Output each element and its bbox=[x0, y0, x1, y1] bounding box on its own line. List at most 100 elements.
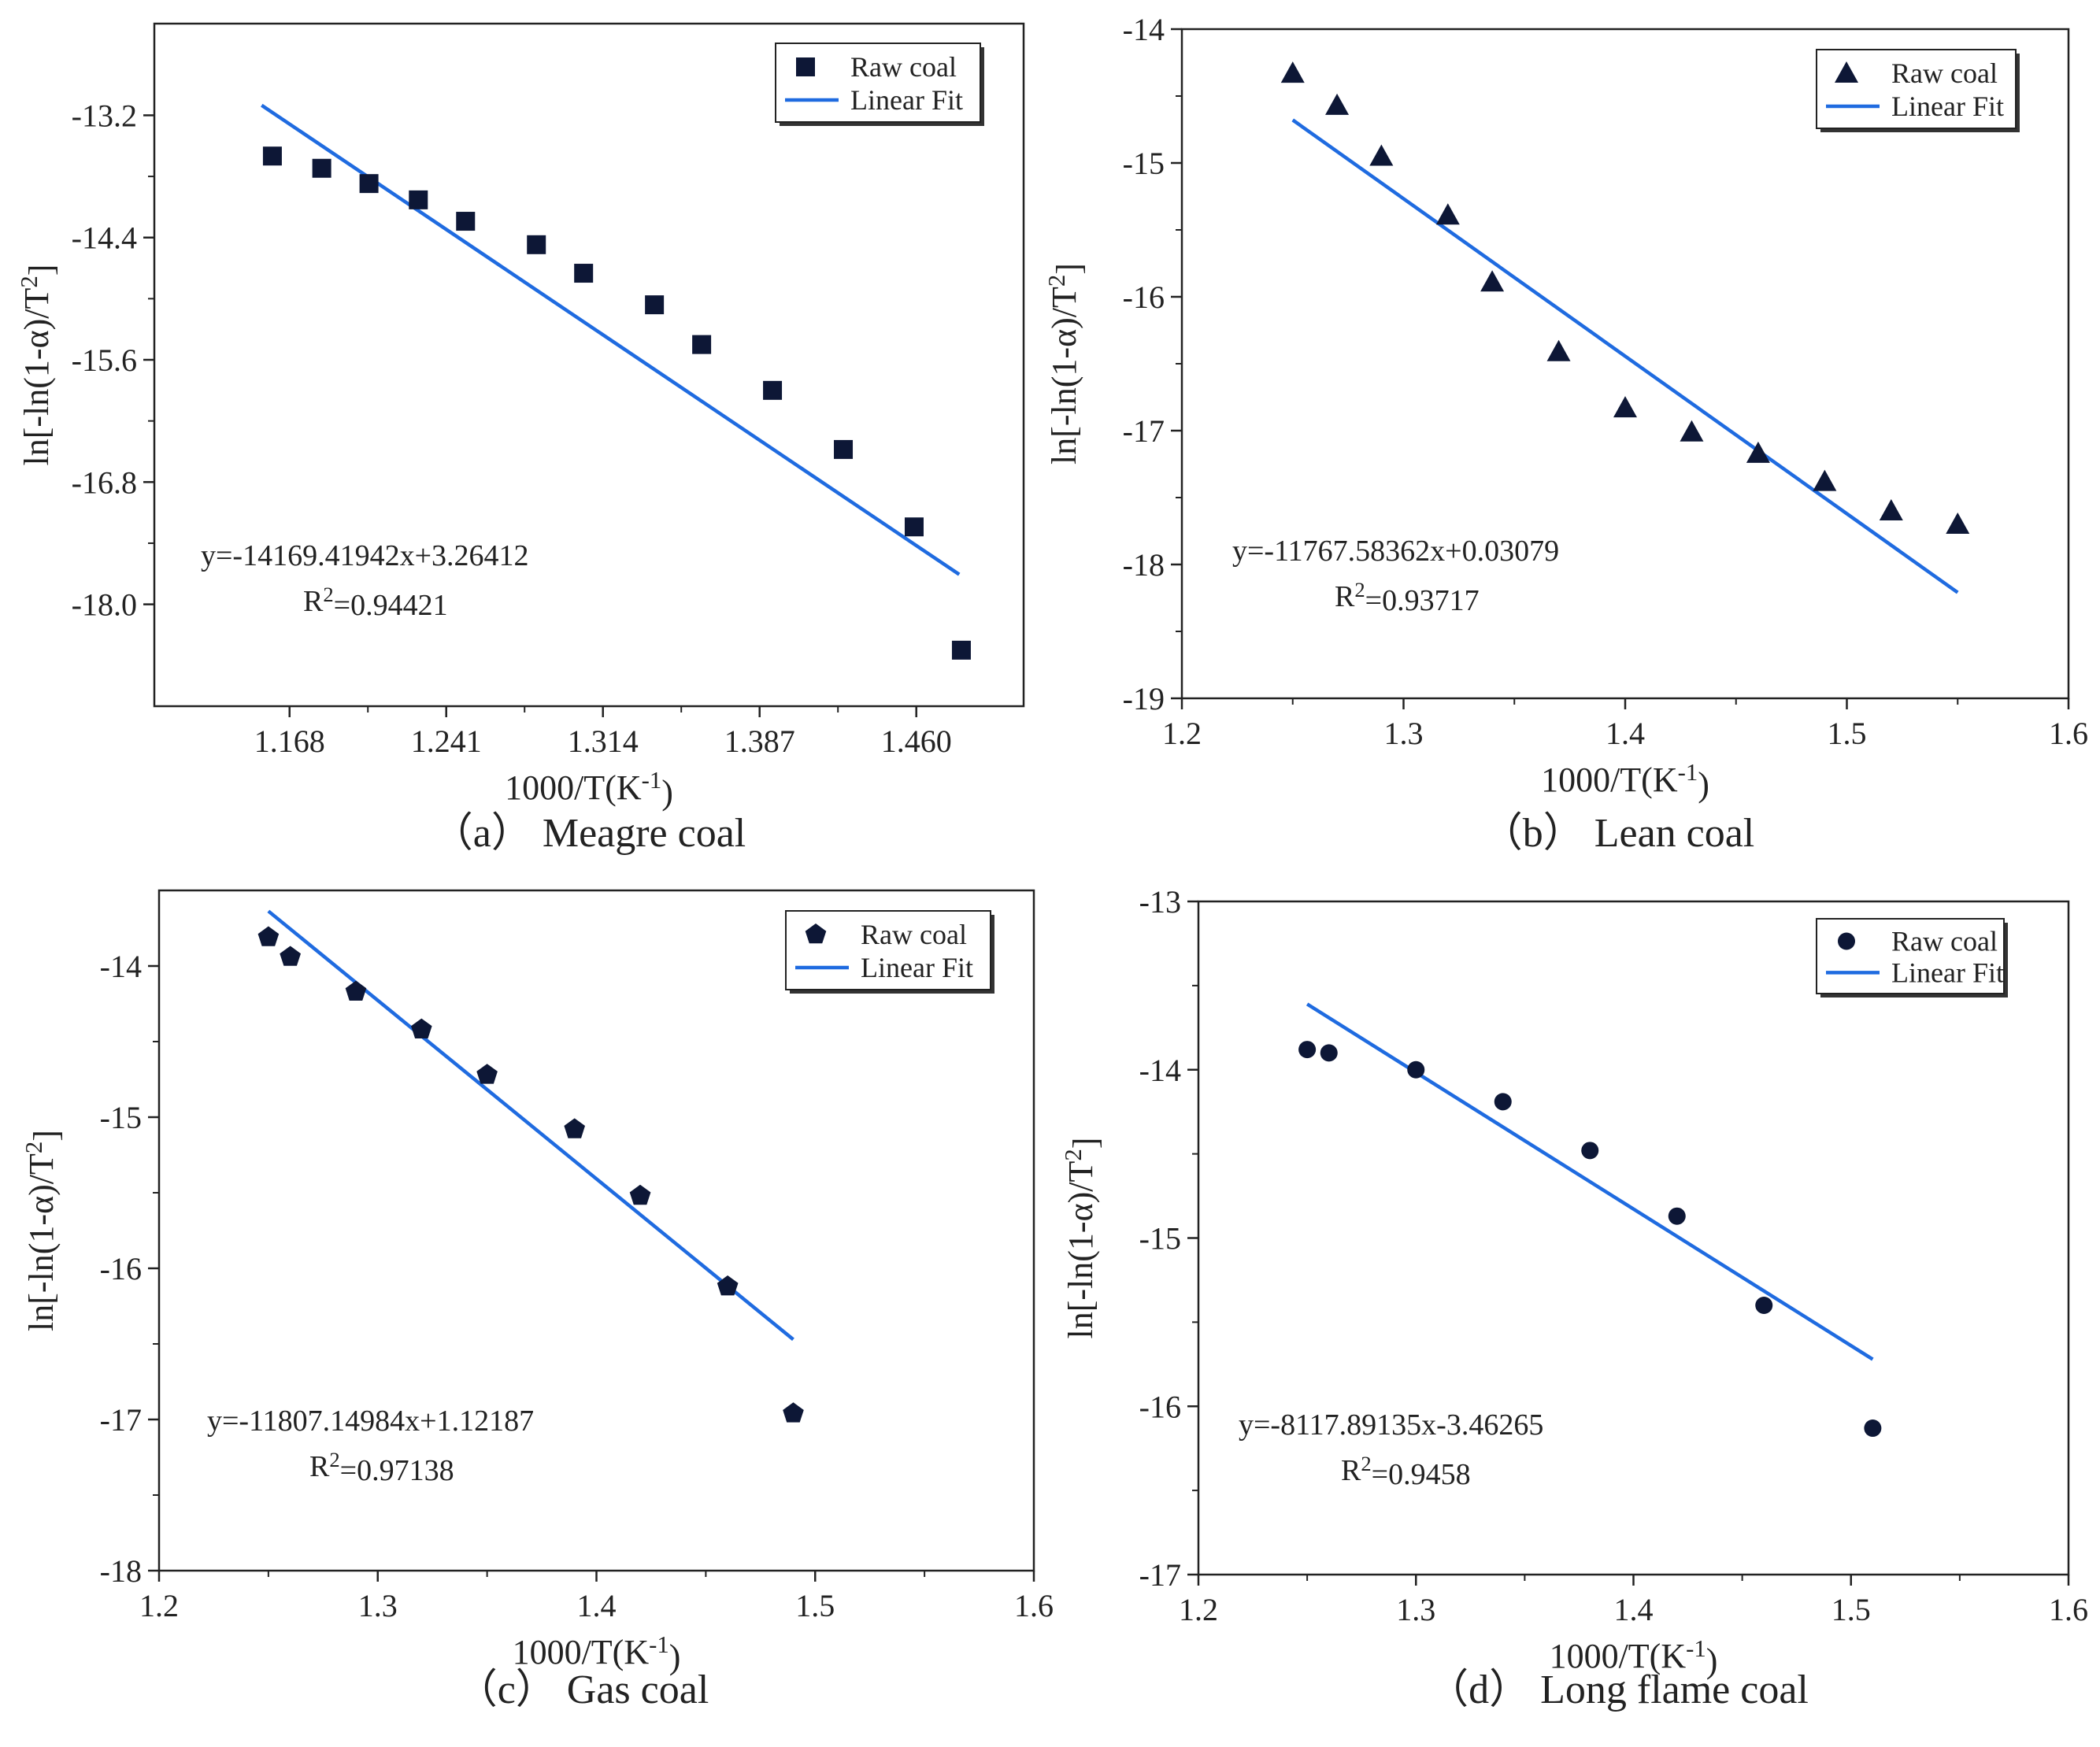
x-tick-label: 1.6 bbox=[2049, 1592, 2088, 1627]
data-point bbox=[645, 295, 665, 315]
data-point bbox=[1494, 1093, 1512, 1111]
data-point bbox=[1546, 339, 1571, 361]
y-tick-label: -18 bbox=[100, 1553, 142, 1589]
data-point bbox=[1680, 420, 1704, 442]
legend-marker bbox=[1835, 61, 1858, 83]
x-tick-label: 1.3 bbox=[1396, 1592, 1435, 1627]
data-point bbox=[1613, 396, 1637, 418]
data-point bbox=[1668, 1207, 1686, 1225]
x-tick-label: 1.2 bbox=[1179, 1592, 1218, 1627]
data-point bbox=[527, 235, 546, 254]
r-squared: R2=0.93717 bbox=[1335, 578, 1480, 617]
linear-fit-line bbox=[1306, 1002, 1874, 1361]
x-tick-label: 1.3 bbox=[358, 1588, 398, 1623]
panel-caption: （a） Meagre coal bbox=[432, 811, 746, 856]
legend-label-points: Raw coal bbox=[861, 919, 967, 950]
x-tick-label: 1.4 bbox=[1614, 1592, 1654, 1627]
data-point bbox=[629, 1184, 651, 1205]
data-point bbox=[280, 946, 301, 966]
y-tick-label: -14 bbox=[100, 949, 142, 984]
x-axis-title: 1000/T(K-1) bbox=[513, 1631, 681, 1676]
y-tick-label: -13 bbox=[1139, 884, 1181, 920]
x-tick-label: 1.5 bbox=[1828, 716, 1867, 751]
legend-marker bbox=[796, 57, 815, 76]
data-point bbox=[1298, 1041, 1317, 1059]
y-tick-label: -19 bbox=[1123, 681, 1165, 716]
data-point bbox=[312, 158, 331, 178]
legend-marker bbox=[805, 923, 827, 944]
chart-panel-d: 1.2 1.3 1.4 1.5 1.6 -13 -14 -15 -16 -17 1000/T(K-1… bbox=[1060, 884, 2088, 1712]
panel-caption: （b） Lean coal bbox=[1482, 811, 1755, 856]
x-tick-label: 1.2 bbox=[139, 1588, 179, 1623]
y-axis-title: ln[-ln(1-α)/T2] bbox=[20, 1130, 65, 1331]
legend-label-line: Linear Fit bbox=[1891, 91, 2004, 122]
data-point bbox=[1407, 1060, 1425, 1079]
legend-label-points: Raw coal bbox=[1891, 57, 1998, 89]
x-tick-label: 1.6 bbox=[1014, 1588, 1054, 1623]
x-tick-label: 1.387 bbox=[724, 724, 795, 759]
data-point bbox=[1746, 441, 1770, 463]
legend-box bbox=[775, 43, 981, 123]
data-point bbox=[951, 640, 971, 660]
y-tick-label: -14 bbox=[1123, 12, 1165, 47]
fit-equation: y=-11807.14984x+1.12187 bbox=[207, 1405, 534, 1438]
legend-label-points: Raw coal bbox=[1891, 926, 1998, 957]
legend-label-line: Linear Fit bbox=[850, 84, 963, 116]
x-tick-label: 1.314 bbox=[568, 724, 639, 759]
data-point bbox=[359, 174, 379, 194]
data-point bbox=[1879, 499, 1903, 520]
data-point bbox=[409, 190, 428, 209]
y-axis-title: ln[-ln(1-α)/T2] bbox=[1060, 1138, 1105, 1339]
data-point bbox=[564, 1118, 585, 1138]
linear-fit-line bbox=[1291, 118, 1959, 594]
y-tick-label: -15 bbox=[1123, 146, 1165, 181]
chart-panel-a: 1.168 1.241 1.314 1.387 1.460 -13.2 -14.4 -15.6… bbox=[16, 22, 1025, 856]
y-tick-label: -18.0 bbox=[72, 587, 137, 623]
x-axis-title: 1000/T(K-1) bbox=[505, 767, 673, 812]
legend-box bbox=[1816, 918, 2005, 994]
x-tick-label: 1.5 bbox=[1831, 1592, 1871, 1627]
y-axis-title: ln[-ln(1-α)/T2] bbox=[1043, 263, 1088, 465]
fit-equation: y=-11767.58362x+0.03079 bbox=[1232, 535, 1559, 568]
data-point bbox=[1435, 203, 1460, 225]
legend-label-line: Linear Fit bbox=[861, 952, 973, 983]
x-tick-label: 1.168 bbox=[254, 724, 325, 759]
y-tick-label: -13.2 bbox=[72, 98, 137, 133]
legend-marker bbox=[1838, 932, 1855, 950]
plot-frame bbox=[1197, 900, 2070, 1576]
legend-box bbox=[1816, 49, 2017, 129]
data-point bbox=[411, 1018, 432, 1038]
panel-caption: （d） Long flame coal bbox=[1428, 1667, 1809, 1712]
legend-label-line: Linear Fit bbox=[1891, 957, 2004, 988]
fit-equation: y=-14169.41942x+3.26412 bbox=[201, 539, 529, 572]
y-tick-label: -16 bbox=[100, 1251, 142, 1286]
x-tick-label: 1.2 bbox=[1162, 716, 1202, 751]
data-point bbox=[834, 439, 854, 459]
data-point bbox=[456, 212, 476, 231]
data-point bbox=[1325, 93, 1350, 115]
y-axis-title: ln[-ln(1-α)/T2] bbox=[16, 265, 61, 466]
data-point bbox=[257, 926, 280, 946]
data-point bbox=[262, 146, 282, 166]
y-tick-label: -14 bbox=[1139, 1053, 1181, 1088]
fit-equation: y=-8117.89135x-3.46265 bbox=[1239, 1408, 1543, 1442]
data-point bbox=[1864, 1419, 1882, 1438]
y-tick-label: -15 bbox=[100, 1100, 142, 1135]
x-tick-label: 1.4 bbox=[577, 1588, 617, 1623]
panel-caption: （c） Gas coal bbox=[457, 1667, 709, 1712]
data-point bbox=[763, 380, 783, 400]
chart-panel-c: 1.2 1.3 1.4 1.5 1.6 -14 -15 -16 -17 -18 1000/T(K-1… bbox=[20, 889, 1054, 1712]
x-tick-label: 1.4 bbox=[1606, 716, 1645, 751]
data-point bbox=[1369, 144, 1394, 166]
y-tick-label: -18 bbox=[1123, 547, 1165, 583]
y-tick-label: -15.6 bbox=[72, 342, 137, 378]
y-tick-label: -17 bbox=[100, 1402, 142, 1438]
y-tick-label: -14.4 bbox=[72, 220, 137, 256]
r-squared: R2=0.9458 bbox=[1341, 1452, 1471, 1491]
data-point bbox=[345, 980, 367, 1001]
data-point bbox=[1813, 469, 1837, 491]
data-point bbox=[1946, 513, 1970, 534]
data-point bbox=[1581, 1142, 1599, 1160]
data-point bbox=[1480, 270, 1505, 292]
